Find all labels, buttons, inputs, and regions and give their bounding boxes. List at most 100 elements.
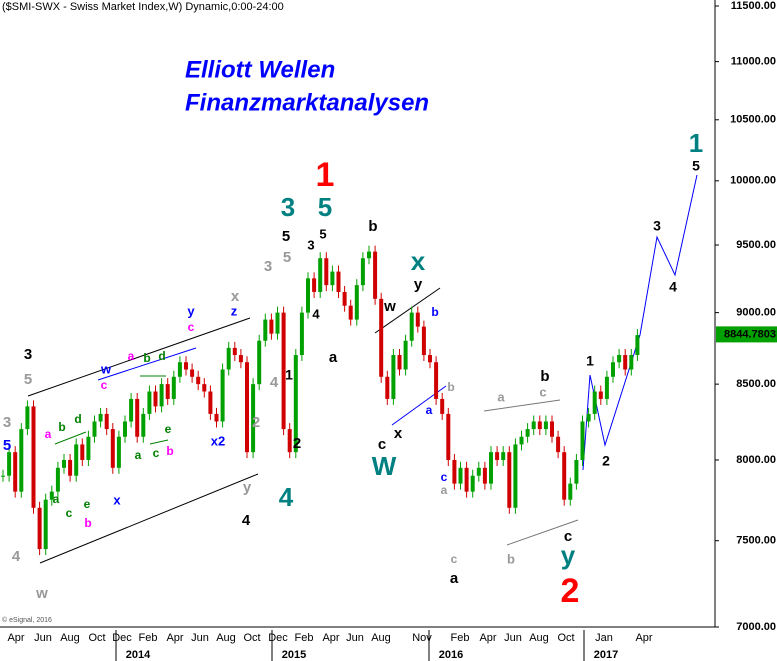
wave-label: b: [368, 218, 377, 235]
wave-label: 1: [316, 156, 335, 194]
candle-body: [604, 376, 609, 399]
wave-label: 4: [12, 548, 21, 565]
candle-body: [275, 312, 280, 334]
wave-label: 5: [319, 226, 326, 241]
x-tick-label: Jun: [346, 632, 364, 644]
candle-body: [489, 452, 493, 484]
wave-label: b: [166, 444, 173, 458]
candle-body: [415, 312, 420, 327]
candle-body: [184, 362, 188, 370]
x-tick-label: Jun: [191, 632, 209, 644]
wave-label: w: [383, 298, 396, 315]
wave-label: 5: [318, 192, 332, 222]
wave-label: x: [231, 288, 240, 305]
wave-label: c: [441, 470, 448, 484]
candle-body: [129, 398, 134, 422]
candle-body: [165, 384, 170, 399]
candle-body: [452, 459, 457, 484]
candle-body: [37, 507, 42, 550]
candle-body: [348, 305, 353, 320]
candle-body: [580, 421, 585, 460]
wave-label: b: [447, 380, 454, 394]
chart-title: ($SMI-SWX - Swiss Market Index,W) Dynami…: [2, 1, 284, 13]
candle-body: [470, 475, 475, 492]
candle-body: [98, 413, 103, 422]
wave-label: 5: [283, 249, 291, 266]
candle-body: [324, 258, 329, 286]
candle-body: [568, 483, 573, 500]
candle-body: [617, 355, 622, 363]
wave-label: z: [231, 303, 238, 318]
wave-label: 2: [561, 572, 580, 610]
candle-body: [476, 467, 481, 476]
candle-body: [43, 499, 48, 550]
wave-label: a: [450, 570, 459, 587]
candles: [1, 245, 640, 556]
candle-body: [299, 312, 304, 356]
candle-body: [251, 384, 256, 453]
candle-body: [55, 467, 60, 492]
candle-body: [159, 384, 164, 407]
candle-body: [220, 369, 225, 422]
y-tick-label: 9500.00: [736, 239, 776, 251]
candle-body: [171, 376, 176, 399]
wave-label: 3: [24, 346, 32, 363]
candle-body: [330, 271, 335, 286]
x-tick-label: Feb: [295, 632, 314, 644]
candle-body: [31, 406, 36, 508]
x-tick-label: Oct: [557, 632, 574, 644]
wave-label: a: [441, 483, 448, 497]
last-price-box: [716, 326, 777, 343]
wave-label: b: [507, 551, 515, 566]
wave-label: b: [143, 351, 150, 365]
candle-body: [177, 362, 182, 377]
year-label: 2017: [594, 649, 618, 661]
candle-body: [592, 391, 597, 414]
candle-body: [68, 459, 73, 476]
candle-body: [196, 376, 201, 385]
wave-label: y: [414, 276, 423, 293]
candle-body: [342, 291, 347, 306]
y-tick-label: 8000.00: [736, 454, 776, 466]
wave-label: c: [66, 506, 73, 520]
candle-body: [263, 319, 268, 341]
candle-body: [269, 319, 274, 334]
candle-body: [92, 421, 97, 437]
candle-body: [49, 491, 54, 500]
watermark: Finanzmarktanalysen: [185, 89, 429, 116]
y-tick-label: 7000.00: [736, 621, 776, 633]
x-tick-label: Feb: [139, 632, 158, 644]
candle-body: [238, 355, 243, 363]
wave-label: x: [394, 425, 403, 442]
x-tick-label: Aug: [529, 632, 549, 644]
wave-label: 4: [279, 482, 294, 512]
wave-label: a: [329, 349, 338, 366]
wave-label: 4: [312, 306, 320, 321]
wave-label: x2: [211, 433, 225, 448]
candle-body: [611, 362, 615, 377]
candle-body: [360, 258, 365, 286]
wave-label: y: [561, 540, 576, 570]
wave-label: 3: [307, 237, 314, 252]
wave-label: e: [165, 422, 172, 436]
trendlines: [27, 174, 698, 564]
candle-body: [153, 391, 158, 407]
wave-label: a: [426, 403, 433, 417]
candle-body: [19, 429, 24, 492]
x-tick-label: Oct: [243, 632, 260, 644]
watermark: Elliott Wellen: [185, 56, 335, 83]
wave-label: a: [53, 492, 60, 506]
year-label: 2016: [439, 649, 463, 661]
candle-body: [214, 413, 219, 422]
candle-body: [421, 326, 426, 356]
x-tick-label: Dec: [112, 632, 132, 644]
x-tick-label: Nov: [412, 632, 432, 644]
candle-body: [550, 421, 554, 437]
x-tick-label: Aug: [371, 632, 391, 644]
wave-label: 4: [669, 279, 677, 295]
candle-body: [531, 421, 536, 430]
wave-label: 5: [282, 228, 290, 245]
candle-body: [245, 362, 249, 453]
wave-label: 3: [653, 218, 661, 234]
